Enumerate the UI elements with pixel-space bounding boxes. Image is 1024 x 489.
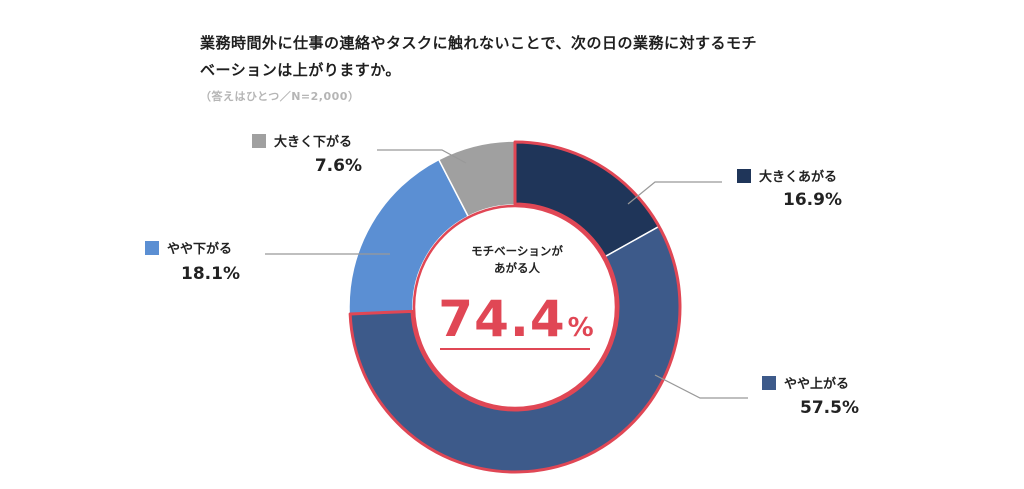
legend-swatch-greatly-down (252, 133, 266, 148)
center-total-value: 74.4% (418, 290, 614, 348)
center-caption-line2: あがる人 (494, 261, 540, 275)
data-label-slightly-down: 18.1% (181, 264, 240, 284)
center-underline (440, 348, 590, 350)
legend-swatch-slightly-up (762, 375, 776, 390)
legend-label-greatly-down: 大きく下がる (274, 135, 353, 150)
leader-line-greatly-up (627, 181, 722, 205)
legend-item-greatly-up: 大きくあがる (737, 166, 837, 185)
center-total-unit: % (567, 313, 594, 343)
center-caption: モチベーションが あがる人 (434, 243, 600, 277)
chart-title-line1: 業務時間外に仕事の連絡やタスクに触れないことで、次の日の業務に対するモチ (200, 34, 757, 52)
legend-label-slightly-up: やや上がる (784, 377, 850, 392)
legend-label-greatly-up: 大きくあがる (759, 170, 838, 185)
data-label-greatly-down: 7.6% (314, 156, 362, 176)
inner-ring (412, 204, 618, 410)
legend-item-greatly-down: 大きく下がる (252, 131, 352, 150)
data-label-greatly-up: 16.9% (783, 190, 842, 210)
center-caption-line1: モチベーションが (471, 244, 563, 258)
highlight-outline (348, 140, 682, 474)
legend-label-slightly-down: やや下がる (167, 242, 233, 257)
center-total-number: 74.4 (438, 290, 566, 348)
leader-line-slightly-up (654, 374, 748, 399)
data-label-slightly-up: 57.5% (800, 398, 859, 418)
chart-title: 業務時間外に仕事の連絡やタスクに触れないことで、次の日の業務に対するモチ ベーシ… (200, 30, 880, 84)
legend-item-slightly-up: やや上がる (762, 373, 849, 392)
legend-item-slightly-down: やや下がる (145, 238, 232, 257)
legend-swatch-slightly-down (145, 240, 159, 255)
chart-title-line2: ベーションは上がりますか。 (200, 61, 401, 79)
legend-swatch-greatly-up (737, 168, 751, 183)
leader-line-greatly-down (377, 149, 467, 164)
response-note: （答えはひとつ／N=2,000） (200, 90, 360, 103)
